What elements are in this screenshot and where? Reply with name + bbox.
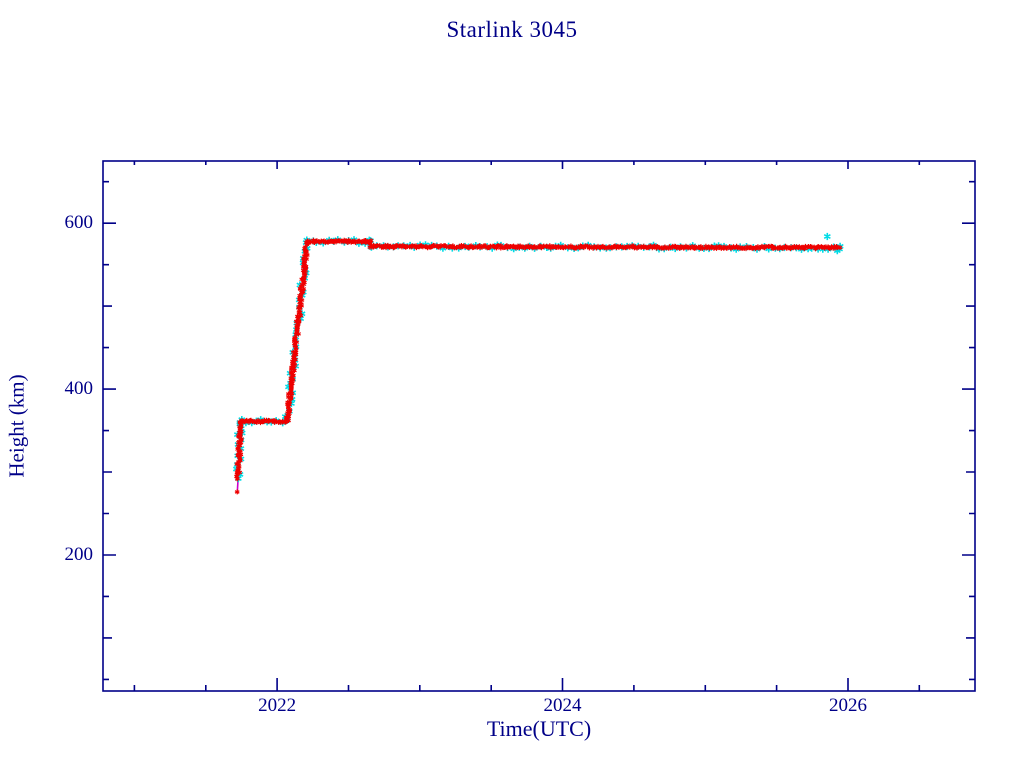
x-axis-label: Time(UTC) [486, 716, 592, 741]
x-tick-label: 2024 [543, 695, 582, 716]
x-tick-label: 2022 [258, 695, 297, 716]
series-secondary-track-cyan [232, 232, 844, 483]
series-primary-track-red [234, 237, 843, 495]
y-tick-label: 600 [64, 212, 94, 234]
x-tick-label: 2026 [828, 695, 867, 716]
y-tick-label: 400 [64, 378, 94, 400]
chart-title: Starlink 3045 [446, 17, 578, 42]
axis-ticks [103, 161, 975, 691]
plot-frame [102, 160, 976, 692]
y-tick-label: 200 [64, 543, 94, 565]
